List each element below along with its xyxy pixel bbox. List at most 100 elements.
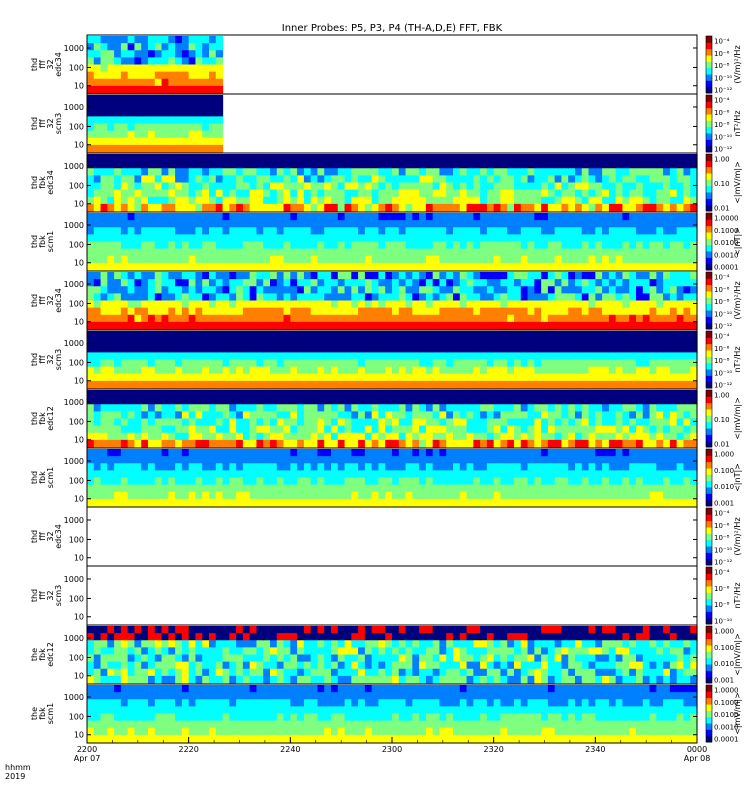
heatmap-cell [155, 138, 162, 146]
colorbar-segment [706, 87, 712, 94]
heatmap-cell [521, 227, 528, 235]
heatmap-cell [216, 315, 223, 323]
heatmap-cell [677, 213, 684, 221]
heatmap-cell [500, 183, 507, 191]
heatmap-cell [406, 213, 413, 221]
heatmap-cell [609, 352, 616, 360]
heatmap-cell [324, 374, 331, 382]
heatmap-cell [141, 220, 148, 228]
heatmap-cell [155, 478, 162, 486]
heatmap-cell [663, 411, 670, 419]
heatmap-cell [650, 154, 657, 162]
heatmap-cell [568, 463, 575, 471]
heatmap-cell [121, 95, 128, 103]
heatmap-cell [589, 367, 596, 375]
heatmap-cell [439, 426, 446, 434]
heatmap-cell [670, 485, 677, 493]
heatmap-cell [195, 485, 202, 493]
heatmap-cell [243, 322, 250, 330]
heatmap-cell [656, 204, 663, 212]
heatmap-cell [568, 308, 575, 316]
heatmap-cell [589, 360, 596, 368]
heatmap-cell [589, 286, 596, 294]
heatmap-cell [548, 293, 555, 301]
heatmap-cell [331, 492, 338, 500]
heatmap-cell [467, 272, 474, 280]
heatmap-cell [216, 463, 223, 471]
heatmap-cell [317, 220, 324, 228]
heatmap-cell [460, 449, 467, 457]
heatmap-cell [555, 242, 562, 250]
heatmap-cell [284, 286, 291, 294]
colorbar-tick-label: 10⁻⁴ [714, 38, 730, 46]
heatmap-cell [575, 168, 582, 176]
heatmap-cell [189, 279, 196, 287]
heatmap-cell [426, 426, 433, 434]
heatmap-cell [487, 322, 494, 330]
heatmap-cell [162, 256, 169, 264]
colorbar-segment [706, 160, 712, 167]
heatmap-cell [392, 338, 399, 346]
heatmap-cell [270, 286, 277, 294]
heatmap-cell [229, 213, 236, 221]
heatmap-cell [399, 449, 406, 457]
heatmap-cell [589, 242, 596, 250]
heatmap-cell [589, 263, 596, 271]
heatmap-cell [595, 360, 602, 368]
heatmap-cell [616, 390, 623, 398]
heatmap-cell [243, 197, 250, 205]
heatmap-cell [148, 286, 155, 294]
heatmap-cell [670, 220, 677, 228]
heatmap-cell [223, 308, 230, 316]
heatmap-cell [331, 440, 338, 448]
heatmap-cell [94, 456, 101, 464]
heatmap-cell [365, 419, 372, 427]
heatmap-cell [365, 352, 372, 360]
heatmap-cell [561, 381, 568, 389]
heatmap-cell [182, 72, 189, 80]
heatmap-cell [622, 263, 629, 271]
heatmap-cell [378, 183, 385, 191]
heatmap-cell [575, 433, 582, 441]
heatmap-cell [656, 213, 663, 221]
heatmap-cell [636, 272, 643, 280]
heatmap-cell [175, 95, 182, 103]
heatmap-cell [622, 367, 629, 375]
heatmap-cell [87, 338, 94, 346]
heatmap-cell [494, 190, 501, 198]
heatmap-cell [656, 161, 663, 169]
heatmap-cell [202, 360, 209, 368]
heatmap-cell [453, 433, 460, 441]
heatmap-cell [636, 256, 643, 264]
heatmap-cell [385, 190, 392, 198]
heatmap-cell [195, 50, 202, 58]
heatmap-cell [277, 463, 284, 471]
heatmap-cell [202, 374, 209, 382]
heatmap-cell [155, 456, 162, 464]
heatmap-cell [595, 220, 602, 228]
heatmap-cell [311, 492, 318, 500]
heatmap-cell [514, 175, 521, 183]
heatmap-cell [494, 331, 501, 339]
heatmap-cell [128, 397, 135, 405]
heatmap-cell [629, 263, 636, 271]
heatmap-cell [670, 404, 677, 412]
heatmap-cell [162, 456, 169, 464]
heatmap-cell [636, 197, 643, 205]
heatmap-cell [589, 293, 596, 301]
heatmap-cell [521, 242, 528, 250]
heatmap-cell [656, 456, 663, 464]
heatmap-cell [101, 227, 108, 235]
colorbar-segment [706, 297, 712, 304]
heatmap-cell [155, 301, 162, 309]
heatmap-cell [175, 116, 182, 124]
heatmap-cell [514, 322, 521, 330]
heatmap-cell [216, 478, 223, 486]
heatmap-cell [426, 470, 433, 478]
heatmap-cell [236, 286, 243, 294]
heatmap-cell [548, 301, 555, 309]
heatmap-cell [114, 492, 121, 500]
heatmap-cell [236, 213, 243, 221]
heatmap-cell [94, 449, 101, 457]
heatmap-cell [175, 478, 182, 486]
